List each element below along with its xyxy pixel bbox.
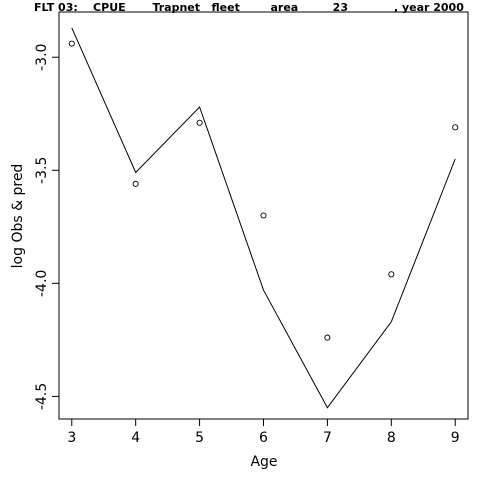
y-axis: -3.0 -3.5 -4.0 -4.5 xyxy=(34,44,60,410)
y-tick-label: -3.0 xyxy=(34,44,50,71)
observed-point xyxy=(196,119,203,126)
x-axis: 3 4 5 6 7 8 9 xyxy=(67,418,460,446)
x-tick-label: 5 xyxy=(195,430,204,446)
y-tick-label: -3.5 xyxy=(34,157,50,184)
observed-point xyxy=(388,271,395,278)
observed-series xyxy=(68,40,459,341)
observed-point xyxy=(452,124,459,131)
x-tick-label: 9 xyxy=(451,430,460,446)
predicted-line xyxy=(71,27,456,409)
observed-point xyxy=(132,180,139,187)
y-axis-title: log Obs & pred xyxy=(10,164,26,269)
observed-point xyxy=(68,40,75,47)
y-tick-label: -4.0 xyxy=(34,270,50,297)
observed-point xyxy=(260,212,267,219)
chart-title: FLT 03: CPUE Trapnet fleet area 23 , yea… xyxy=(34,1,464,14)
x-tick-label: 7 xyxy=(323,430,332,446)
x-tick-label: 6 xyxy=(259,430,268,446)
x-tick-label: 8 xyxy=(387,430,396,446)
observed-point xyxy=(324,334,331,341)
x-axis-title: Age xyxy=(250,454,277,470)
x-tick-label: 3 xyxy=(67,430,76,446)
x-tick-label: 4 xyxy=(131,430,140,446)
y-tick-label: -4.5 xyxy=(34,383,50,410)
predicted-series xyxy=(71,27,456,409)
